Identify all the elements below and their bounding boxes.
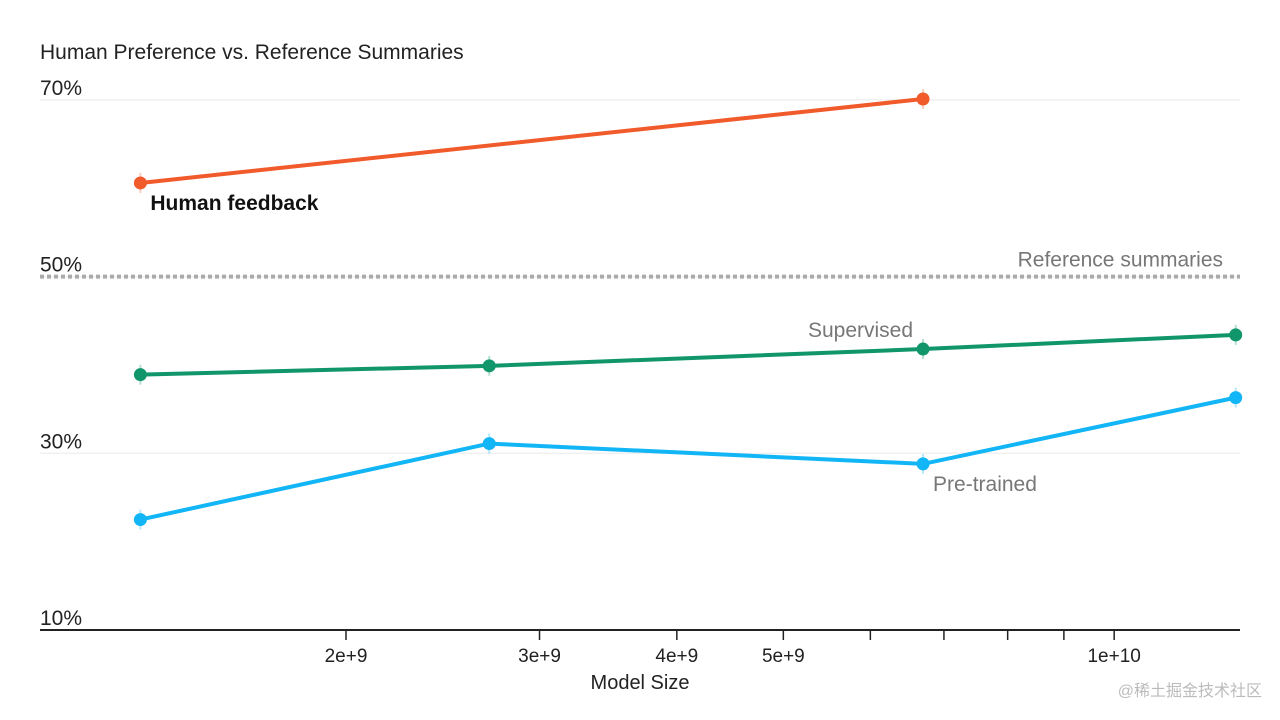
data-point [133,368,147,382]
y-tick-label: 50% [40,254,82,277]
x-tick-label: 3e+9 [518,646,561,667]
reference-label: Reference summaries [1018,249,1223,272]
data-point [133,513,147,527]
data-point [1229,328,1243,342]
y-tick-label: 70% [40,77,82,100]
data-point [482,437,496,451]
series-label: Human feedback [150,192,318,215]
x-axis-label: Model Size [591,672,690,694]
data-point [482,359,496,373]
series-label: Pre-trained [933,473,1037,496]
x-tick-label: 1e+10 [1087,646,1140,667]
series-line [140,97,924,185]
data-point [916,92,930,106]
watermark: @稀土掘金技术社区 [1118,682,1262,700]
series-line [139,395,1237,522]
series-pre-trained: Pre-trained [133,387,1243,530]
data-point [916,342,930,356]
data-point [1229,391,1243,405]
x-tick-label: 4e+9 [655,646,698,667]
data-point [133,176,147,190]
data-point [916,457,930,471]
x-tick-label: 5e+9 [762,646,805,667]
series-line [140,332,1236,377]
series-label: Supervised [808,319,913,342]
series-supervised: Supervised [133,319,1243,385]
y-tick-label: 10% [40,607,82,630]
chart-title: Human Preference vs. Reference Summaries [40,41,464,64]
y-tick-label: 30% [40,430,82,453]
x-tick-label: 2e+9 [325,646,368,667]
series-human-feedback: Human feedback [133,89,930,215]
